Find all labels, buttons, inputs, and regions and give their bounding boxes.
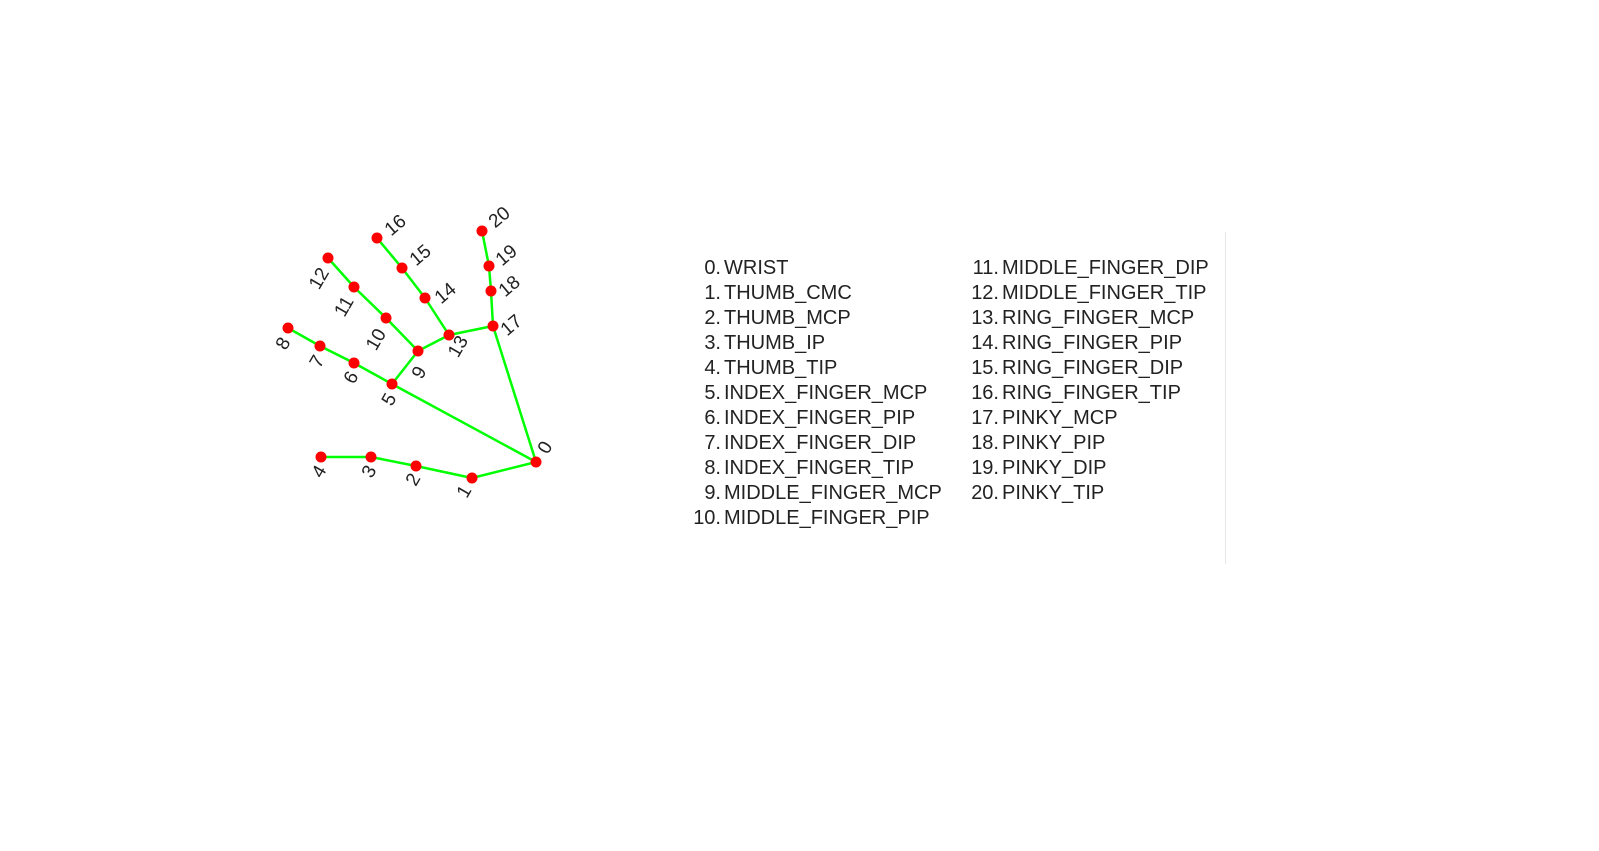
bone-line (415, 464, 473, 480)
bone-line (423, 297, 451, 336)
landmark-point-3 (365, 451, 377, 463)
bone-line (401, 267, 426, 299)
landmark-point-1 (466, 472, 478, 484)
bone-line (489, 290, 495, 327)
legend-item: 20. PINKY_TIP (971, 482, 1105, 504)
legend-item: 5. INDEX_FINGER_MCP (704, 382, 928, 404)
bone-line (353, 286, 387, 319)
landmark-point-7 (314, 340, 326, 352)
landmark-point-6 (348, 357, 360, 369)
legend-item: 13. RING_FINGER_MCP (971, 307, 1195, 329)
landmark-point-18 (485, 285, 497, 297)
bone-line (370, 455, 417, 468)
landmark-label-1: 1 (453, 482, 476, 502)
landmark-point-0 (530, 456, 542, 468)
legend-item: 11. MIDDLE_FINGER_DIP (972, 257, 1209, 279)
bone-line (480, 230, 491, 267)
bone-line (376, 237, 403, 269)
landmark-label-20: 20 (485, 203, 515, 233)
bone-line (491, 325, 538, 463)
landmark-point-15 (396, 262, 408, 274)
legend-item: 2. THUMB_MCP (704, 307, 851, 329)
bone-connections (287, 230, 538, 480)
bone-line (385, 317, 419, 352)
landmark-label-2: 2 (402, 470, 425, 490)
landmark-label-14: 14 (431, 279, 461, 309)
legend-item: 19. PINKY_DIP (971, 457, 1107, 479)
landmark-legend-left: 0. WRIST 1. THUMB_CMC 2. THUMB_MCP 3. THUMB_… (682, 256, 942, 531)
legend-item: 17. PINKY_MCP (971, 407, 1118, 429)
landmark-point-19 (483, 260, 495, 272)
landmark-point-13 (443, 329, 455, 341)
legend-item: 12. MIDDLE_FINGER_TIP (971, 282, 1207, 304)
landmark-point-10 (380, 312, 392, 324)
landmark-point-9 (412, 345, 424, 357)
landmark-point-2 (410, 460, 422, 472)
legend-item: 8. INDEX_FINGER_TIP (704, 457, 915, 479)
landmark-legend-right: 11. MIDDLE_FINGER_DIP 12. MIDDLE_FINGER_TI… (960, 256, 1209, 506)
bone-line (327, 257, 355, 288)
landmark-label-8: 8 (272, 334, 295, 354)
landmark-point-11 (348, 281, 360, 293)
landmark-label-4: 4 (308, 462, 332, 482)
landmark-label-5: 5 (378, 390, 401, 410)
landmark-point-16 (371, 232, 383, 244)
legend-item: 9. MIDDLE_FINGER_MCP (704, 482, 942, 504)
landmark-label-17: 17 (497, 311, 527, 341)
landmark-label-7: 7 (306, 352, 329, 372)
legend-item: 14. RING_FINGER_PIP (971, 332, 1183, 354)
landmark-points (282, 225, 542, 484)
landmark-point-4 (315, 451, 327, 463)
landmark-label-6: 6 (340, 368, 363, 388)
landmark-label-18: 18 (495, 272, 525, 302)
bone-line (319, 344, 355, 365)
bone-line (353, 361, 393, 386)
legend-item: 3. THUMB_IP (704, 332, 826, 354)
landmark-point-5 (386, 378, 398, 390)
legend-item: 18. PINKY_PIP (971, 432, 1106, 454)
legend-item: 4. THUMB_TIP (704, 357, 838, 379)
legend-item: 6. INDEX_FINGER_PIP (704, 407, 916, 429)
legend-item: 15. RING_FINGER_DIP (971, 357, 1184, 379)
landmark-point-12 (322, 252, 334, 264)
landmark-label-0: 0 (534, 438, 557, 458)
legend-item: 7. INDEX_FINGER_DIP (704, 432, 917, 454)
landmark-point-14 (419, 292, 431, 304)
landmark-label-12: 12 (305, 264, 334, 293)
bone-line (287, 326, 321, 348)
legend-item: 1. THUMB_CMC (704, 282, 852, 304)
landmark-label-10: 10 (362, 325, 391, 354)
legend-item: 16. RING_FINGER_TIP (971, 382, 1181, 404)
bone-line (448, 324, 494, 337)
landmark-label-9: 9 (408, 363, 431, 383)
bone-line (391, 350, 419, 385)
landmark-label-11: 11 (331, 293, 359, 321)
bone-line (417, 333, 450, 353)
landmark-label-15: 15 (406, 241, 436, 271)
landmark-point-20 (476, 225, 488, 237)
landmark-label-19: 19 (492, 241, 522, 271)
bone-line (471, 460, 537, 480)
bone-line (391, 382, 537, 464)
landmark-label-3: 3 (358, 462, 381, 482)
legend-item: 10. MIDDLE_FINGER_PIP (693, 507, 930, 529)
landmark-point-8 (282, 322, 294, 334)
legend-item: 0. WRIST (704, 257, 789, 279)
landmark-point-17 (487, 320, 499, 332)
landmark-label-16: 16 (381, 211, 411, 241)
divider-line (1225, 232, 1226, 564)
